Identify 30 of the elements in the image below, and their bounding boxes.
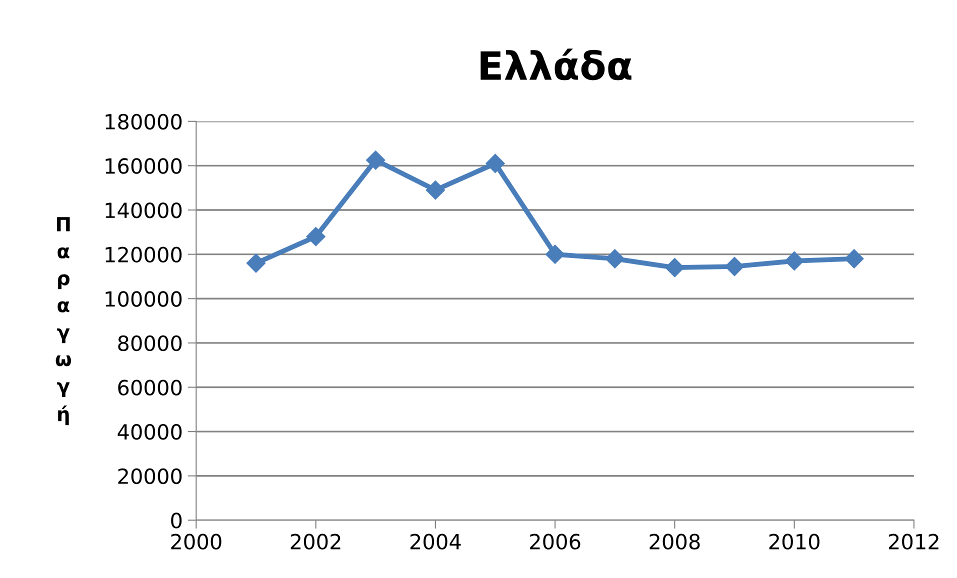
x-tick-label: 2008: [650, 534, 700, 550]
point: [306, 227, 326, 246]
point: [724, 256, 744, 276]
y-tick-label: 180000: [106, 114, 182, 130]
x-tick-label: 2012: [888, 534, 938, 550]
point: [784, 251, 804, 270]
y-axis-title: Παραγωγή: [56, 217, 72, 426]
x-tick-label: 2010: [769, 534, 820, 550]
y-tick-label: 20000: [118, 468, 182, 484]
x-tick-label: 2006: [530, 534, 580, 550]
point: [426, 180, 445, 200]
point: [246, 254, 266, 273]
x-tick-label: 2000: [171, 534, 222, 550]
y-tick-label: 140000: [106, 202, 182, 218]
point: [844, 249, 864, 268]
y-tick-label: 100000: [106, 291, 182, 307]
y-tick-label: 120000: [106, 246, 182, 263]
y-tick-label: 160000: [106, 158, 182, 174]
point: [665, 258, 684, 278]
point: [546, 244, 565, 264]
point: [605, 249, 624, 268]
y-tick-label: 0: [171, 512, 182, 528]
x-tick-label: 2002: [290, 534, 340, 550]
y-tick-label: 60000: [118, 380, 182, 396]
point: [366, 150, 386, 170]
chart-title: Ελλάδα: [480, 48, 632, 80]
y-tick-label: 40000: [118, 424, 182, 440]
point: [486, 154, 505, 174]
x-tick-label: 2004: [410, 534, 461, 550]
y-tick-label: 80000: [118, 335, 182, 352]
